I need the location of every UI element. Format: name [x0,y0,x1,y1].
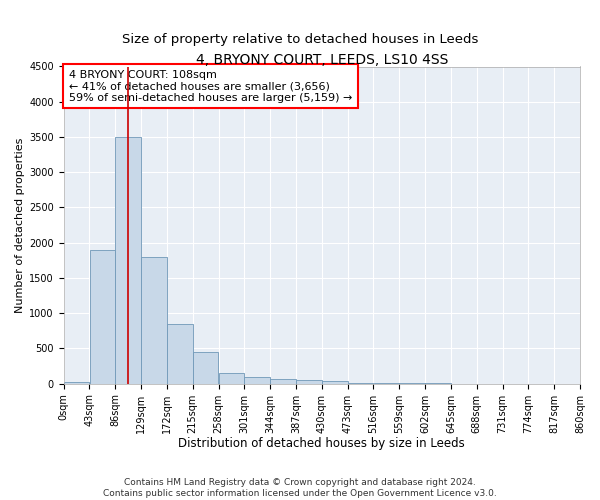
Text: 4 BRYONY COURT: 108sqm
← 41% of detached houses are smaller (3,656)
59% of semi-: 4 BRYONY COURT: 108sqm ← 41% of detached… [69,70,352,103]
Bar [115,137,141,384]
X-axis label: Distribution of detached houses by size in Leeds: Distribution of detached houses by size … [178,437,465,450]
Bar [296,380,322,384]
Bar [89,250,115,384]
Bar [218,373,244,384]
Title: 4, BRYONY COURT, LEEDS, LS10 4SS: 4, BRYONY COURT, LEEDS, LS10 4SS [196,52,448,66]
Bar [193,352,218,384]
Bar [64,382,89,384]
Bar [270,379,296,384]
Bar [374,383,399,384]
Bar [348,382,373,384]
Bar [322,381,347,384]
Text: Contains HM Land Registry data © Crown copyright and database right 2024.
Contai: Contains HM Land Registry data © Crown c… [103,478,497,498]
Text: Size of property relative to detached houses in Leeds: Size of property relative to detached ho… [122,32,478,46]
Bar [244,376,270,384]
Bar [141,257,167,384]
Y-axis label: Number of detached properties: Number of detached properties [15,138,25,313]
Bar [167,324,193,384]
